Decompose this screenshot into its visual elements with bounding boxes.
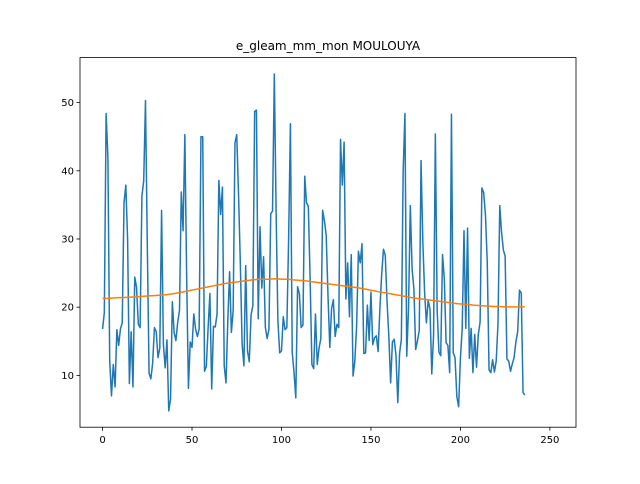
x-tick-label: 200 <box>451 435 470 446</box>
x-tick-label: 100 <box>272 435 291 446</box>
y-tick-label: 40 <box>61 166 74 177</box>
y-tick-label: 30 <box>61 234 74 245</box>
x-tick-label: 150 <box>361 435 380 446</box>
series-line-2 <box>102 278 525 308</box>
series-line-1 <box>101 73 526 412</box>
y-tick-label: 20 <box>61 303 74 314</box>
chart-title: e_gleam_mm_mon MOULOUYA <box>236 39 421 53</box>
x-axis: 0 50 100 150 200 250 <box>99 427 559 446</box>
x-tick-label: 0 <box>99 435 105 446</box>
x-tick-label: 50 <box>186 435 199 446</box>
y-tick-label: 10 <box>61 371 74 382</box>
y-tick-label: 50 <box>61 98 74 109</box>
plot-frame <box>79 57 577 428</box>
x-tick-label: 250 <box>540 435 559 446</box>
series-layer <box>101 73 526 412</box>
y-axis: 10 20 30 40 50 <box>61 98 80 382</box>
